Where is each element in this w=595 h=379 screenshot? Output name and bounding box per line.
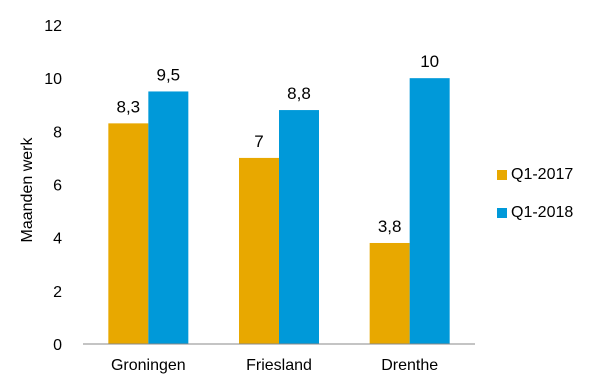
x-tick-label: Drenthe — [381, 357, 438, 374]
y-tick-label: 2 — [53, 284, 62, 301]
y-tick-label: 4 — [53, 231, 62, 248]
bar-friesland-q1-2018 — [279, 110, 319, 344]
y-tick-label: 10 — [44, 71, 62, 88]
y-tick-label: 12 — [44, 18, 62, 35]
y-tick-label: 6 — [53, 178, 62, 195]
data-label: 3,8 — [378, 217, 402, 236]
data-label: 8,8 — [287, 84, 311, 103]
legend-label-q1-2018: Q1-2018 — [511, 204, 574, 221]
data-labels: 8,3 9,5 7 8,8 3,8 10 — [117, 52, 440, 236]
data-label: 9,5 — [157, 65, 181, 84]
data-label: 10 — [420, 52, 439, 71]
data-label: 8,3 — [117, 97, 141, 116]
bar-drenthe-q1-2018 — [409, 78, 450, 345]
x-axis: Groningen Friesland Drenthe — [111, 357, 438, 374]
bars — [108, 78, 450, 345]
legend: Q1-2017 Q1-2018 — [497, 163, 573, 239]
legend-swatch-q1-2018 — [497, 208, 507, 218]
legend-label-q1-2017: Q1-2017 — [511, 166, 574, 183]
data-label: 7 — [254, 132, 263, 151]
legend-item-q1-2018: Q1-2018 — [497, 201, 573, 225]
bar-friesland-q1-2017 — [239, 157, 279, 344]
bar-drenthe-q1-2017 — [369, 242, 410, 344]
bar-groningen-q1-2017 — [108, 123, 149, 344]
legend-item-q1-2017: Q1-2017 — [497, 163, 573, 187]
y-tick-label: 8 — [53, 124, 62, 141]
bar-groningen-q1-2018 — [148, 91, 189, 344]
x-tick-label: Groningen — [111, 357, 186, 374]
legend-swatch-q1-2017 — [497, 170, 507, 180]
y-axis: 0 2 4 6 8 10 12 — [44, 18, 62, 354]
y-tick-label: 0 — [53, 337, 62, 354]
x-tick-label: Friesland — [246, 357, 312, 374]
y-axis-label: Maanden werk — [19, 137, 36, 243]
